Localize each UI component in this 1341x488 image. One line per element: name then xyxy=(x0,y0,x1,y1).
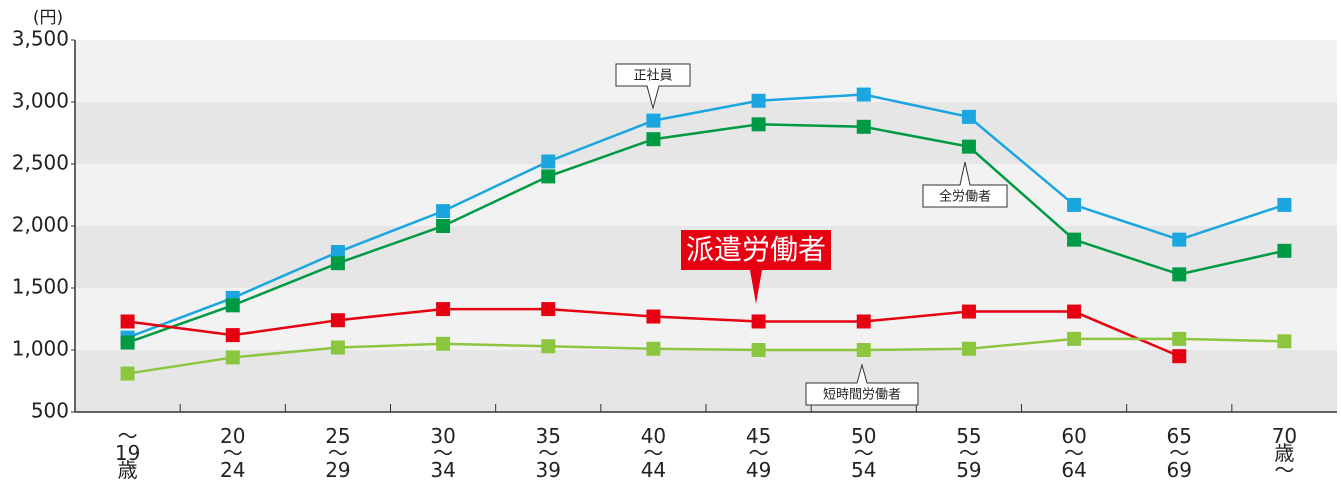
data-point xyxy=(751,343,766,357)
x-tick-label: 20 〜 24 xyxy=(220,424,245,482)
data-point xyxy=(1067,304,1082,319)
data-point xyxy=(856,314,871,329)
data-point xyxy=(961,304,976,319)
data-point xyxy=(961,341,976,356)
data-point xyxy=(541,169,556,184)
data-point xyxy=(541,339,556,354)
y-unit: (円) xyxy=(33,8,63,28)
y-tick-label: 2,500 xyxy=(12,151,69,175)
x-tick-label: 35 〜 39 xyxy=(536,424,561,482)
data-point xyxy=(646,341,661,356)
data-point xyxy=(646,132,661,147)
y-tick-label: 500 xyxy=(31,399,69,423)
data-point xyxy=(436,336,451,351)
callout-box xyxy=(805,363,919,406)
data-point xyxy=(1277,243,1292,258)
grid-band xyxy=(75,164,1337,226)
x-tick-label: 〜 19 歳 xyxy=(115,424,140,482)
data-point xyxy=(751,117,766,132)
data-point xyxy=(1067,232,1082,247)
series-line xyxy=(127,337,1285,375)
data-point xyxy=(961,109,976,124)
data-point xyxy=(1277,334,1292,349)
data-point xyxy=(436,204,451,219)
data-point xyxy=(120,314,135,329)
series-label: 正社員 xyxy=(633,68,672,84)
y-tick-label: 2,000 xyxy=(12,213,69,237)
data-point xyxy=(436,302,451,317)
x-tick-label: 50 〜 54 xyxy=(851,424,876,482)
callout-box xyxy=(681,230,831,304)
x-tick-label: 70 歳〜 xyxy=(1272,424,1297,482)
x-tick-label: 45 〜 49 xyxy=(746,424,771,482)
data-point xyxy=(1172,267,1187,282)
x-tick-label: 55 〜 59 xyxy=(956,424,981,482)
x-tick-label: 30 〜 34 xyxy=(430,424,455,482)
data-point xyxy=(856,87,871,102)
data-point xyxy=(856,343,871,357)
data-point xyxy=(646,113,661,128)
grid-band xyxy=(75,40,1337,102)
series-label: 全労働者 xyxy=(939,189,991,205)
x-tick-label: 25 〜 29 xyxy=(325,424,350,482)
data-point xyxy=(225,350,240,365)
series-line xyxy=(127,123,1285,344)
data-point xyxy=(751,314,766,329)
data-point xyxy=(120,366,135,381)
data-point xyxy=(330,245,345,260)
data-point xyxy=(1172,349,1187,364)
data-point xyxy=(541,302,556,317)
callout-box xyxy=(615,63,691,110)
data-point xyxy=(646,309,661,324)
series-label: 派遣労働者 xyxy=(686,233,826,266)
y-tick-label: 1,500 xyxy=(12,275,69,299)
data-point xyxy=(330,340,345,355)
data-point xyxy=(856,119,871,134)
data-point xyxy=(1067,331,1082,346)
data-point xyxy=(1067,197,1082,212)
callout-box xyxy=(922,161,1008,208)
data-point xyxy=(1172,331,1187,346)
series-label: 短時間労働者 xyxy=(823,388,901,403)
data-point xyxy=(961,139,976,154)
data-point xyxy=(436,219,451,233)
y-tick-label: 1,000 xyxy=(12,337,69,361)
data-point xyxy=(541,154,556,169)
data-point xyxy=(225,328,240,343)
x-tick-label: 40 〜 44 xyxy=(641,424,666,482)
data-point xyxy=(1172,232,1187,247)
data-point xyxy=(1277,197,1292,212)
y-tick-label: 3,000 xyxy=(12,89,69,113)
data-point xyxy=(330,256,345,271)
data-point xyxy=(751,93,766,108)
y-tick-label: 3,500 xyxy=(12,27,69,51)
x-tick-label: 65 〜 69 xyxy=(1167,424,1192,482)
data-point xyxy=(330,313,345,328)
x-tick-label: 60 〜 64 xyxy=(1061,424,1086,482)
data-point xyxy=(120,335,135,350)
series-line xyxy=(127,93,1285,339)
grid-band xyxy=(75,350,1337,412)
data-point xyxy=(225,298,240,313)
